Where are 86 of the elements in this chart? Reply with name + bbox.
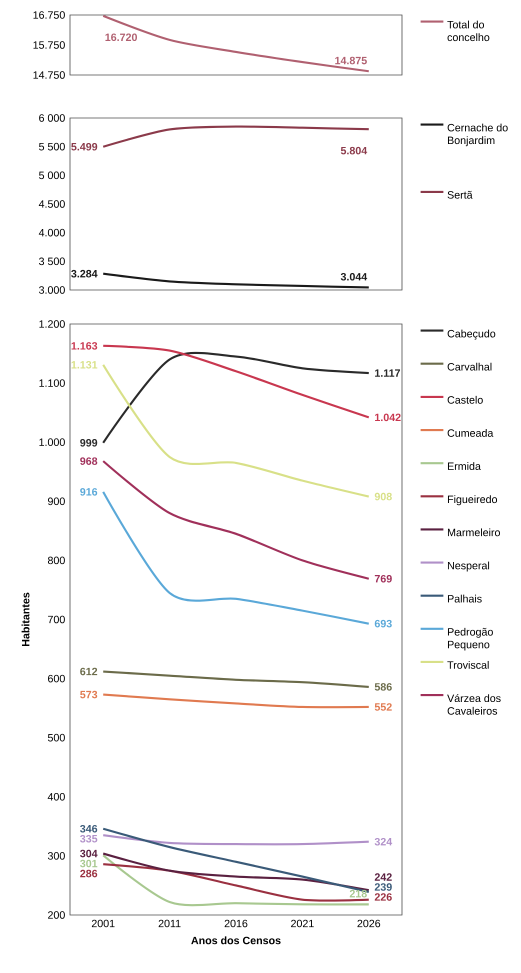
x-tick-label: 2011	[158, 920, 181, 928]
y-tick-label: 700	[48, 616, 65, 624]
legend-label: Troviscal	[447, 660, 489, 669]
legend-label: Pedrogão Pequeno	[448, 628, 493, 650]
data-label: 3.284	[71, 270, 98, 278]
y-tick-label: 400	[48, 793, 65, 801]
y-tick-label: 16.750	[33, 11, 65, 19]
x-tick-label: 2026	[357, 920, 380, 928]
line-series	[102, 344, 370, 418]
legend-label: Várzea dos Cavaleiros	[447, 694, 501, 715]
x-tick-label: 2016	[224, 920, 248, 928]
data-label: 346	[80, 824, 98, 833]
y-tick-label: 14.750	[33, 71, 65, 79]
y-tick-label: 4.000	[38, 228, 65, 236]
data-label: 5.499	[71, 142, 98, 150]
y-axis-title: Habitantes	[22, 592, 30, 646]
data-label: 769	[374, 574, 392, 583]
y-tick-label: 5 000	[39, 172, 65, 180]
x-tick-label: 2001	[92, 920, 115, 928]
line-series	[102, 863, 370, 902]
y-tick-label: 200	[48, 911, 65, 919]
data-label: 239	[374, 883, 392, 891]
line-series	[102, 490, 370, 625]
data-label: 3.044	[340, 272, 368, 281]
line-series	[102, 852, 370, 892]
y-tick-label: 15.750	[33, 41, 65, 49]
data-label: 324	[374, 838, 392, 846]
line-series	[102, 460, 370, 580]
data-label: 573	[80, 690, 98, 698]
legend-label: Sertã	[448, 190, 473, 199]
data-label: 335	[80, 834, 98, 843]
legend-label: Total do concelho	[447, 20, 490, 42]
data-label: 218	[350, 890, 367, 898]
legend-label: Cernache do Bonjardim	[448, 124, 508, 146]
y-tick-label: 5 500	[39, 142, 65, 150]
data-label: 1.163	[72, 342, 98, 350]
legend-label: Carvalhal	[448, 362, 492, 371]
data-label: 999	[80, 439, 98, 447]
y-tick-label: 800	[48, 556, 65, 564]
data-label: 242	[374, 873, 392, 881]
y-tick-label: 6 000	[39, 114, 65, 122]
y-tick-label: 1.100	[39, 379, 65, 387]
data-label: 16.720	[105, 34, 137, 42]
data-label: 226	[374, 893, 392, 901]
data-label: 1.117	[375, 369, 400, 377]
line-series	[102, 272, 370, 289]
y-tick-label: 500	[48, 734, 65, 742]
legend-label: Nesperal	[448, 562, 490, 572]
line-series	[102, 364, 370, 498]
data-label: 14.875	[335, 56, 367, 64]
line-series	[102, 693, 370, 708]
legend-label: Palhais	[448, 594, 482, 603]
data-label: 1.042	[375, 414, 401, 422]
y-tick-label: 600	[48, 674, 65, 682]
y-tick-label: 1.000	[39, 438, 65, 446]
legend-label: Castelo	[448, 396, 483, 404]
data-label: 916	[80, 488, 98, 496]
y-tick-label: 4.500	[38, 200, 65, 208]
data-label: 552	[374, 703, 392, 711]
line-series	[102, 126, 370, 148]
legend-label: Cabeçudo	[448, 330, 496, 340]
data-label: 286	[80, 870, 98, 878]
data-label: 908	[374, 492, 392, 500]
y-tick-label: 900	[48, 498, 65, 506]
data-label: 612	[80, 668, 98, 676]
legend-label: Figueiredo	[448, 495, 498, 506]
y-tick-label: 3.000	[38, 286, 65, 294]
data-label: 586	[374, 683, 392, 691]
x-tick-label: 2021	[291, 920, 314, 928]
data-label: 301	[80, 860, 98, 868]
data-label: 5.804	[340, 146, 368, 154]
line-series	[102, 670, 370, 688]
y-tick-label: 300	[48, 852, 65, 860]
legend-label: Marmeleiro	[448, 528, 500, 536]
y-tick-label: 3 500	[38, 258, 65, 266]
data-label: 968	[80, 457, 98, 465]
line-series	[102, 854, 370, 906]
legend-label: Cumeada	[448, 429, 494, 437]
data-label: 693	[374, 620, 392, 628]
line-series	[102, 834, 370, 846]
legend-label: Ermida	[448, 462, 481, 470]
line-series	[102, 14, 370, 72]
x-axis-title: Anos dos Censos	[191, 936, 281, 944]
data-label: 1.131	[72, 361, 98, 369]
y-tick-label: 1.200	[39, 320, 65, 328]
data-label: 304	[80, 850, 98, 858]
